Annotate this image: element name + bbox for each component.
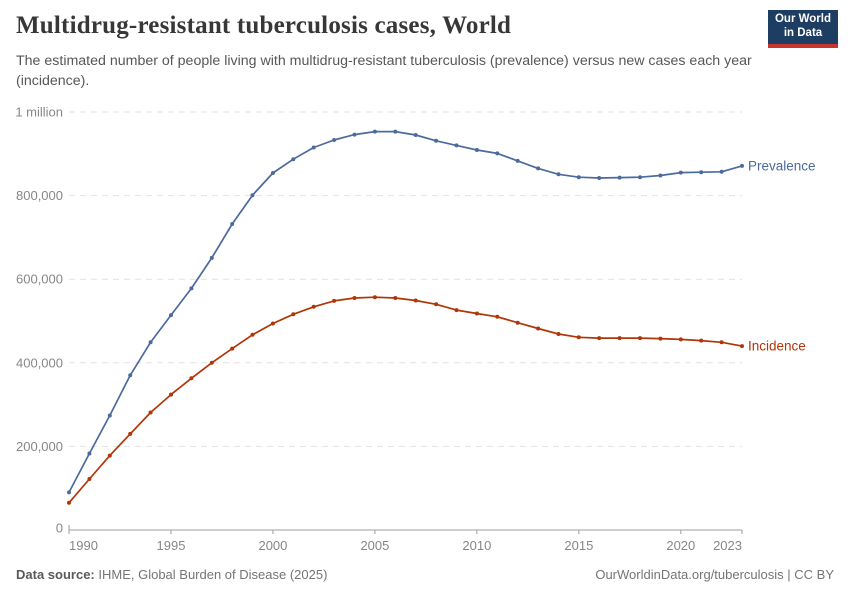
x-tick-label: 2005 xyxy=(360,538,389,553)
data-source: Data source: IHME, Global Burden of Dise… xyxy=(16,567,327,582)
data-point xyxy=(638,175,642,180)
data-point xyxy=(291,312,296,317)
data-point xyxy=(434,302,439,307)
data-point xyxy=(372,129,377,134)
chart-footer: Data source: IHME, Global Burden of Dise… xyxy=(16,567,834,582)
series-line-incidence xyxy=(68,296,743,504)
data-point xyxy=(719,340,724,345)
y-tick-label: 600,000 xyxy=(16,272,63,287)
data-point xyxy=(230,346,235,351)
data-point xyxy=(454,308,459,313)
data-point xyxy=(169,392,173,397)
data-point xyxy=(536,166,541,171)
data-point xyxy=(678,337,683,342)
data-point xyxy=(434,138,439,143)
data-point xyxy=(658,173,663,178)
data-point xyxy=(699,338,704,343)
data-source-label: Data source: xyxy=(16,567,95,582)
credit-link[interactable]: OurWorldinData.org/tuberculosis | CC BY xyxy=(595,567,834,582)
data-point xyxy=(454,143,459,148)
data-point xyxy=(474,311,479,316)
data-point xyxy=(638,336,642,341)
x-tick-label: 2010 xyxy=(462,538,491,553)
data-point xyxy=(230,222,235,226)
data-point xyxy=(556,332,561,336)
x-tick-label: 2023 xyxy=(713,538,742,553)
data-point xyxy=(495,151,500,156)
data-point xyxy=(209,360,214,365)
data-point xyxy=(169,313,173,318)
data-point xyxy=(67,490,71,495)
y-tick-label: 200,000 xyxy=(16,439,63,454)
series-end-label: Incidence xyxy=(748,339,806,354)
data-point xyxy=(658,336,663,341)
data-point xyxy=(372,295,377,300)
data-point xyxy=(536,326,541,331)
data-point xyxy=(332,298,337,303)
data-point xyxy=(87,451,92,456)
series-end-label: Prevalence xyxy=(748,158,816,173)
data-point xyxy=(311,145,316,150)
data-point xyxy=(515,158,520,163)
owid-logo-line1: Our World xyxy=(774,13,831,26)
data-point xyxy=(393,296,398,300)
data-point xyxy=(250,332,255,337)
y-tick-label: 800,000 xyxy=(16,188,63,203)
y-tick-label: 400,000 xyxy=(16,355,63,370)
owid-logo[interactable]: Our World in Data xyxy=(768,10,838,48)
data-point xyxy=(740,344,744,349)
data-point xyxy=(515,320,520,325)
data-point xyxy=(393,129,398,134)
data-point xyxy=(413,133,418,137)
series-line-prevalence xyxy=(68,130,743,494)
x-tick-label: 2020 xyxy=(666,538,695,553)
data-point xyxy=(67,500,71,505)
data-point xyxy=(87,477,92,481)
chart-subtitle: The estimated number of people living wi… xyxy=(16,53,752,89)
data-point xyxy=(311,304,316,309)
data-point xyxy=(576,335,581,340)
chart-title: Multidrug-resistant tuberculosis cases, … xyxy=(16,12,512,39)
data-point xyxy=(107,413,112,418)
data-point xyxy=(332,138,337,142)
data-source-text: IHME, Global Burden of Disease (2025) xyxy=(94,567,328,582)
x-tick-label: 1995 xyxy=(157,538,186,553)
y-tick-label: 0 xyxy=(56,521,63,536)
data-point xyxy=(495,314,500,319)
data-point xyxy=(189,286,194,291)
data-point xyxy=(617,336,622,341)
data-point xyxy=(291,157,296,162)
data-point xyxy=(148,410,153,415)
data-point xyxy=(699,170,704,175)
x-tick-label: 2000 xyxy=(258,538,287,553)
data-point xyxy=(556,172,561,177)
data-point xyxy=(352,132,357,137)
data-point xyxy=(617,175,622,180)
data-point xyxy=(474,148,479,152)
data-point xyxy=(270,321,275,326)
data-point xyxy=(107,453,112,458)
data-point xyxy=(576,175,581,180)
data-point xyxy=(352,296,357,300)
data-point xyxy=(128,373,133,378)
data-point xyxy=(719,169,724,174)
x-tick-label: 2015 xyxy=(564,538,593,553)
owid-logo-line2: in Data xyxy=(783,27,823,39)
data-point xyxy=(270,171,275,175)
x-tick-label: 1990 xyxy=(69,538,98,553)
data-point xyxy=(189,376,194,381)
data-point xyxy=(209,255,214,260)
y-tick-label: 1 million xyxy=(15,105,63,120)
data-point xyxy=(128,431,133,436)
data-point xyxy=(740,163,744,168)
data-point xyxy=(678,170,683,175)
data-point xyxy=(250,193,255,198)
data-point xyxy=(413,298,418,303)
data-point xyxy=(597,336,602,341)
data-point xyxy=(597,176,602,180)
data-point xyxy=(148,340,153,345)
